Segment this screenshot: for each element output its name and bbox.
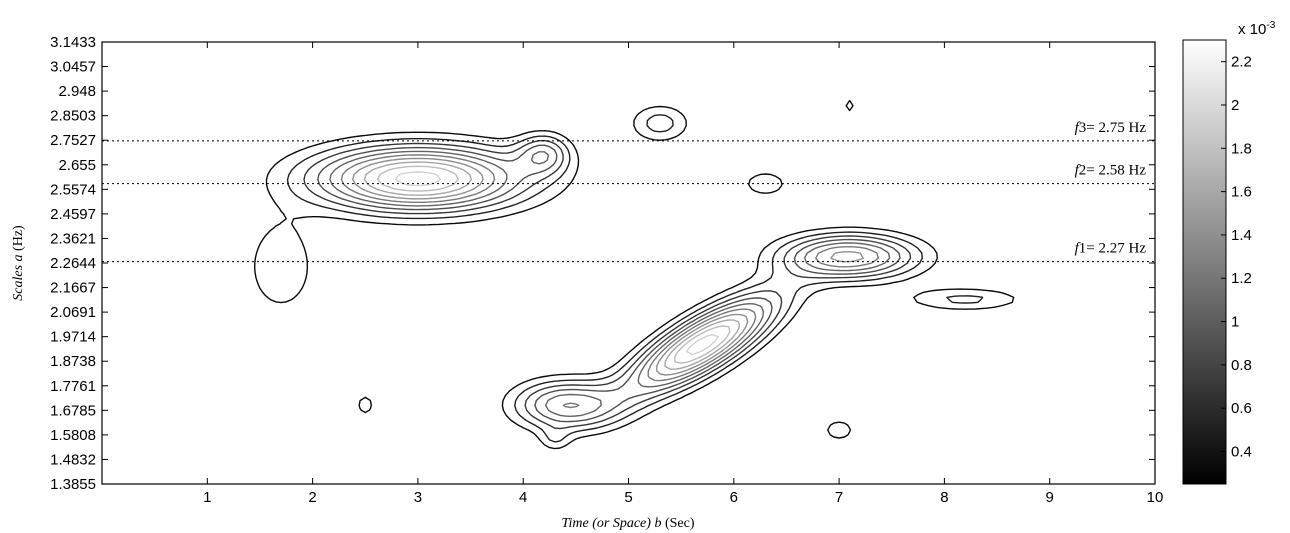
x-tick-label: 6 xyxy=(730,489,738,506)
contour-level xyxy=(286,114,984,443)
plot-background xyxy=(102,42,1155,484)
contour-level xyxy=(340,154,879,409)
y-tick-label: 2.7527 xyxy=(50,132,96,149)
colorbar-tick-label: 1.2 xyxy=(1231,270,1252,287)
y-tick-label: 2.8503 xyxy=(50,108,96,125)
contour-level xyxy=(363,161,740,370)
y-axis-ticks: 3.1433 3.0457 2.948 2.8503 2.7527 2.655 2.5574… xyxy=(50,34,1155,493)
y-tick-label: 2.655 xyxy=(58,157,96,174)
y-tick-label: 2.0691 xyxy=(50,304,96,321)
x-axis-label: Time (or Space) b (Sec) xyxy=(562,516,695,531)
contour-lines xyxy=(254,100,1015,450)
x-axis-ticks: 1 2 3 4 5 6 7 8 9 10 xyxy=(203,42,1163,506)
x-tick-label: 5 xyxy=(624,489,632,506)
y-tick-label: 1.5808 xyxy=(50,427,96,444)
y-tick-label: 1.3855 xyxy=(50,476,96,493)
y-tick-label: 2.948 xyxy=(58,83,96,100)
y-tick-label: 1.9714 xyxy=(50,329,96,346)
colorbar-tick-label: 1.6 xyxy=(1231,184,1252,201)
colorbar-tick-label: 1.4 xyxy=(1231,227,1252,244)
reference-label-f3: f3= 2.75 Hz xyxy=(1075,120,1147,136)
y-tick-label: 2.5574 xyxy=(50,181,96,198)
colorbar-tick-label: 0.4 xyxy=(1231,444,1252,461)
colorbar-tick-label: 2 xyxy=(1231,97,1239,114)
y-tick-label: 2.1667 xyxy=(50,280,96,297)
reference-label-f1: f1= 2.27 Hz xyxy=(1075,241,1147,257)
colorbar-tick-label: 2.2 xyxy=(1231,54,1252,71)
x-tick-label: 10 xyxy=(1147,489,1164,506)
y-tick-label: 3.1433 xyxy=(50,34,96,51)
colorbar-tick-label: 1.8 xyxy=(1231,140,1252,157)
y-tick-label: 1.4832 xyxy=(50,451,96,468)
reference-label-f2: f2= 2.58 Hz xyxy=(1075,163,1147,179)
reference-lines: f3= 2.75 Hz f2= 2.58 Hz f1= 2.27 Hz xyxy=(102,120,1155,263)
contour-level xyxy=(317,144,901,423)
x-tick-label: 3 xyxy=(414,489,422,506)
y-tick-label: 1.7761 xyxy=(50,378,96,395)
y-tick-label: 1.8738 xyxy=(50,353,96,370)
x-tick-label: 4 xyxy=(519,489,527,506)
colorbar-exponent: x 10-3 xyxy=(1238,20,1276,38)
y-tick-label: 2.4597 xyxy=(50,206,96,223)
y-tick-label: 2.3621 xyxy=(50,230,96,247)
x-tick-label: 2 xyxy=(308,489,316,506)
contour-level xyxy=(329,150,891,417)
colorbar xyxy=(1182,39,1227,485)
x-tick-label: 7 xyxy=(835,489,843,506)
colorbar-tick-label: 1 xyxy=(1231,314,1239,331)
contour-level xyxy=(254,100,1015,450)
x-tick-label: 8 xyxy=(940,489,948,506)
x-tick-label: 9 xyxy=(1046,489,1054,506)
x-tick-label: 1 xyxy=(203,489,211,506)
y-tick-label: 2.2644 xyxy=(50,255,96,272)
y-tick-label: 3.0457 xyxy=(50,59,96,76)
contour-level xyxy=(377,165,731,364)
colorbar-ticks: 2.2 2 1.8 1.6 1.4 1.2 1 0.8 0.6 0.4 xyxy=(1221,54,1252,461)
colorbar-tick-label: 0.8 xyxy=(1231,357,1252,374)
y-tick-label: 1.6785 xyxy=(50,402,96,419)
contour-level xyxy=(303,139,912,430)
y-axis-label: Scales a (Hz) xyxy=(11,225,26,301)
colorbar-tick-label: 0.6 xyxy=(1231,400,1252,417)
